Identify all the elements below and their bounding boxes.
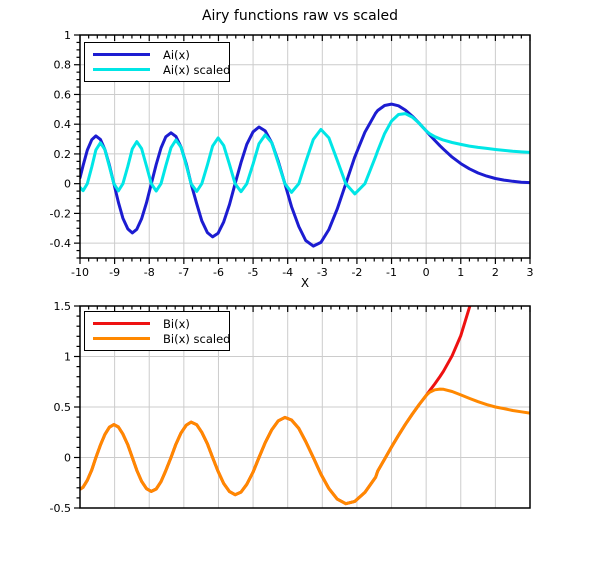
y-tick-label: 1 [64, 351, 71, 364]
y-tick-label: 0.2 [54, 148, 72, 161]
series-line-bixscaled [80, 387, 530, 506]
y-tick-label: 1 [64, 29, 71, 42]
x-tick-label: -2 [351, 266, 362, 279]
legend-entry: Bi(x) [93, 316, 223, 331]
legend-top-plot: Ai(x) Ai(x) scaled [84, 42, 230, 82]
x-tick-label: -8 [144, 266, 155, 279]
y-tick-label: 0.8 [54, 59, 72, 72]
y-tick-label: -0.4 [50, 237, 71, 250]
x-tick-label: -7 [178, 266, 189, 279]
x-tick-label: 2 [492, 266, 499, 279]
x-tick-label: -1 [386, 266, 397, 279]
plot-border [79, 305, 531, 509]
legend-label-ai-scaled: Ai(x) scaled [163, 62, 231, 77]
ai-line-sample [93, 52, 150, 57]
y-tick-label: -0.5 [50, 502, 71, 515]
x-tick-label: -10 [71, 266, 89, 279]
legend-entry: Ai(x) [93, 47, 223, 62]
y-tick-label: 0.6 [54, 88, 72, 101]
legend-bottom-plot: Bi(x) Bi(x) scaled [84, 311, 230, 351]
y-tick-label: 0.4 [54, 118, 72, 131]
y-tick-label: 0 [64, 452, 71, 465]
bi-scaled-line-sample [93, 336, 150, 341]
plot-border [79, 34, 531, 259]
ai-scaled-line-sample [93, 67, 150, 72]
x-tick-label: -4 [282, 266, 293, 279]
legend-label-bi-scaled: Bi(x) scaled [163, 331, 231, 346]
y-tick-label: -0.2 [50, 207, 71, 220]
x-axis-label: X [301, 276, 309, 290]
bi-line-sample [93, 321, 150, 326]
figure-title: Airy functions raw vs scaled [201, 8, 399, 24]
x-tick-label: -6 [213, 266, 224, 279]
y-tick-label: 0 [64, 178, 71, 191]
x-tick-label: -3 [317, 266, 328, 279]
x-tick-label: -5 [248, 266, 259, 279]
series-line-aix [80, 102, 530, 248]
series-line-aixscaled [80, 112, 530, 196]
x-tick-label: -9 [109, 266, 120, 279]
y-tick-label: 0.5 [54, 401, 72, 414]
x-tick-label: 1 [457, 266, 464, 279]
legend-label-bi: Bi(x) [163, 316, 190, 331]
legend-entry: Ai(x) scaled [93, 62, 230, 77]
y-tick-label: 1.5 [54, 300, 72, 313]
legend-entry: Bi(x) scaled [93, 331, 230, 346]
x-tick-label: 0 [423, 266, 430, 279]
legend-label-ai: Ai(x) [163, 47, 190, 62]
x-tick-label: 3 [527, 266, 534, 279]
